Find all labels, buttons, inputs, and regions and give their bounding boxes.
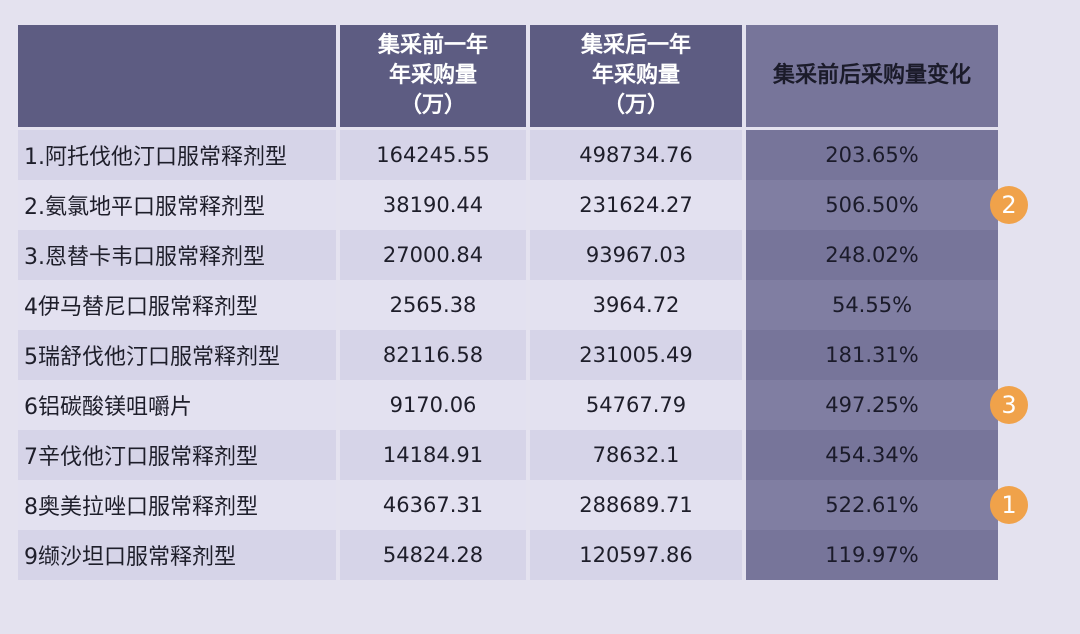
rank-badge: 2 (990, 186, 1028, 224)
drug-name-cell: 3.恩替卡韦口服常释剂型 (18, 230, 336, 280)
rank-badge: 3 (990, 386, 1028, 424)
drug-name-cell: 4伊马替尼口服常释剂型 (18, 280, 336, 330)
change-cell: 181.31% (746, 330, 998, 380)
after-volume-cell: 231005.49 (530, 330, 742, 380)
drug-name-cell: 1.阿托伐他汀口服常释剂型 (18, 130, 336, 180)
change-cell: 506.50% (746, 180, 998, 230)
change-cell: 119.97% (746, 530, 998, 580)
table-row: 8奥美拉唑口服常释剂型 46367.31 288689.71 522.61% (18, 480, 1003, 530)
header-cell-before: 集采前一年 年采购量 （万） (340, 25, 526, 127)
change-cell: 54.55% (746, 280, 998, 330)
before-volume-cell: 14184.91 (340, 430, 526, 480)
change-cell: 454.34% (746, 430, 998, 480)
before-volume-cell: 164245.55 (340, 130, 526, 180)
table-row: 1.阿托伐他汀口服常释剂型 164245.55 498734.76 203.65% (18, 130, 1003, 180)
before-volume-cell: 9170.06 (340, 380, 526, 430)
table-row: 9缬沙坦口服常释剂型 54824.28 120597.86 119.97% (18, 530, 1003, 580)
after-volume-cell: 288689.71 (530, 480, 742, 530)
table-row: 3.恩替卡韦口服常释剂型 27000.84 93967.03 248.02% (18, 230, 1003, 280)
after-volume-cell: 54767.79 (530, 380, 742, 430)
drug-name-cell: 5瑞舒伐他汀口服常释剂型 (18, 330, 336, 380)
drug-name-cell: 6铝碳酸镁咀嚼片 (18, 380, 336, 430)
change-cell: 522.61% (746, 480, 998, 530)
after-volume-cell: 120597.86 (530, 530, 742, 580)
change-cell: 203.65% (746, 130, 998, 180)
table-row: 7辛伐他汀口服常释剂型 14184.91 78632.1 454.34% (18, 430, 1003, 480)
before-volume-cell: 38190.44 (340, 180, 526, 230)
drug-name-cell: 9缬沙坦口服常释剂型 (18, 530, 336, 580)
before-volume-cell: 2565.38 (340, 280, 526, 330)
before-volume-cell: 82116.58 (340, 330, 526, 380)
after-volume-cell: 78632.1 (530, 430, 742, 480)
header-cell-change: 集采前后采购量变化 (746, 25, 998, 127)
change-cell: 248.02% (746, 230, 998, 280)
table-header: 集采前一年 年采购量 （万） 集采后一年 年采购量 （万） 集采前后采购量变化 (18, 25, 1003, 127)
before-volume-cell: 46367.31 (340, 480, 526, 530)
table-row: 4伊马替尼口服常释剂型 2565.38 3964.72 54.55% (18, 280, 1003, 330)
header-cell-after: 集采后一年 年采购量 （万） (530, 25, 742, 127)
drug-name-cell: 2.氨氯地平口服常释剂型 (18, 180, 336, 230)
change-cell: 497.25% (746, 380, 998, 430)
before-volume-cell: 54824.28 (340, 530, 526, 580)
drug-name-cell: 7辛伐他汀口服常释剂型 (18, 430, 336, 480)
after-volume-cell: 498734.76 (530, 130, 742, 180)
table-row: 5瑞舒伐他汀口服常释剂型 82116.58 231005.49 181.31% (18, 330, 1003, 380)
after-volume-cell: 3964.72 (530, 280, 742, 330)
procurement-table: 集采前一年 年采购量 （万） 集采后一年 年采购量 （万） 集采前后采购量变化 … (18, 25, 1003, 580)
header-cell-drug (18, 25, 336, 127)
before-volume-cell: 27000.84 (340, 230, 526, 280)
drug-name-cell: 8奥美拉唑口服常释剂型 (18, 480, 336, 530)
table-row: 2.氨氯地平口服常释剂型 38190.44 231624.27 506.50% (18, 180, 1003, 230)
table-row: 6铝碳酸镁咀嚼片 9170.06 54767.79 497.25% (18, 380, 1003, 430)
rank-badge: 1 (990, 486, 1028, 524)
after-volume-cell: 93967.03 (530, 230, 742, 280)
after-volume-cell: 231624.27 (530, 180, 742, 230)
